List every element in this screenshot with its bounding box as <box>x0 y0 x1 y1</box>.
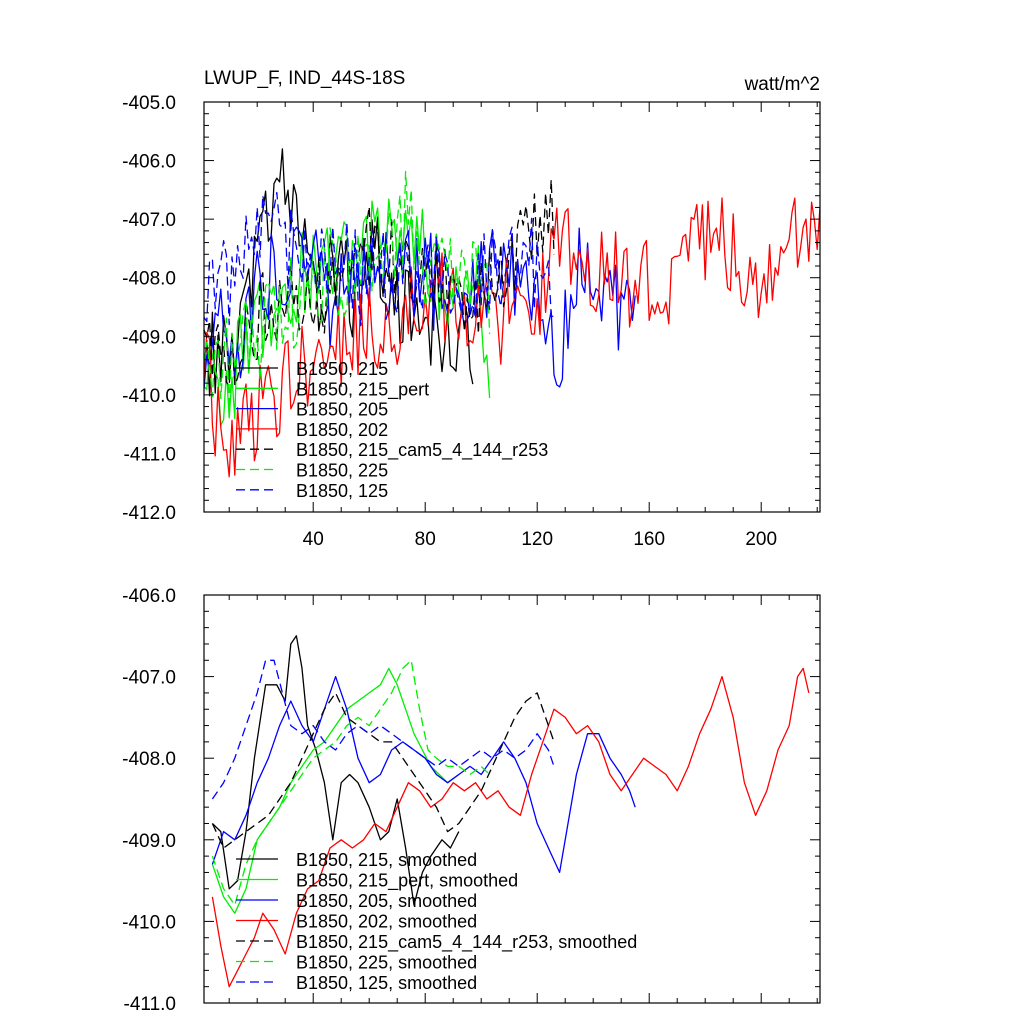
y-tick-label: -411.0 <box>124 994 176 1015</box>
series-line-top-7 <box>204 191 555 327</box>
y-tick-label: -406.0 <box>122 586 176 607</box>
series-line-bottom-1 <box>211 635 460 906</box>
plot-frame <box>203 101 821 513</box>
legend-label: B1850, 225, smoothed <box>296 953 477 973</box>
bottom-panel: -406.0 -407.0 -408.0 -409.0 -410.0 -411.0 B18… <box>122 586 821 1015</box>
x-tick-label: 120 <box>521 529 553 550</box>
series-line-bottom-3 <box>211 675 636 874</box>
y-tick-label: -411.0 <box>124 444 176 465</box>
legend-label: B1850, 202 <box>296 420 388 440</box>
y-tick-label: -409.0 <box>122 831 176 852</box>
series-line-top-6 <box>204 170 491 411</box>
legend-label: B1850, 215_pert, smoothed <box>296 871 518 892</box>
legend-label: B1850, 205 <box>296 400 388 420</box>
plot-frame <box>203 594 821 1004</box>
series-line-bottom-7 <box>211 659 555 800</box>
x-tick-label: 160 <box>633 529 665 550</box>
bottom-panel-series <box>211 635 810 988</box>
bottom-panel-axes: -406.0 -407.0 -408.0 -409.0 -410.0 -411.0 <box>122 586 821 1015</box>
legend-label: B1850, 215_cam5_4_144_r253, smoothed <box>296 932 637 953</box>
series-line-top-3 <box>204 226 636 389</box>
x-tick-label: 200 <box>745 529 777 550</box>
legend-label: B1850, 125 <box>296 481 388 501</box>
top-chart-title: LWUP_F, IND_44S-18S <box>204 68 405 89</box>
top-panel-axes: 40 80 120 160 200 -405.0 -406.0 -407.0 -408.0 -40… <box>122 93 821 550</box>
legend-label: B1850, 215_cam5_4_144_r253 <box>296 440 548 461</box>
legend-label: B1850, 225 <box>296 461 388 481</box>
y-tick-label: -410.0 <box>122 912 176 933</box>
top-panel: 40 80 120 160 200 -405.0 -406.0 -407.0 -408.0 -40… <box>122 93 821 550</box>
legend-label: B1850, 125, smoothed <box>296 973 477 993</box>
series-line-bottom-6 <box>211 659 491 906</box>
x-tick-label: 80 <box>415 529 436 550</box>
y-tick-label: -407.0 <box>122 668 176 689</box>
series-line-top-5 <box>204 178 555 387</box>
series-line-bottom-5 <box>211 692 555 849</box>
y-tick-label: -408.0 <box>122 269 176 290</box>
y-tick-label: -405.0 <box>122 93 176 114</box>
y-tick-label: -407.0 <box>122 210 176 231</box>
legend-label: B1850, 205, smoothed <box>296 891 477 911</box>
y-tick-label: -408.0 <box>122 749 176 770</box>
legend-label: B1850, 202, smoothed <box>296 912 477 932</box>
legend-label: B1850, 215, smoothed <box>296 850 477 870</box>
top-chart-units: watt/m^2 <box>744 74 820 95</box>
y-tick-label: -410.0 <box>122 386 176 407</box>
series-line-bottom-4 <box>211 667 810 988</box>
y-tick-label: -409.0 <box>122 327 176 348</box>
x-tick-label: 40 <box>303 529 324 550</box>
legend-label: B1850, 215_pert <box>296 379 429 400</box>
y-tick-label: -412.0 <box>122 503 176 524</box>
legend-label: B1850, 215 <box>296 359 388 379</box>
y-tick-label: -406.0 <box>122 152 176 173</box>
series-line-top-4 <box>204 197 820 478</box>
top-panel-series <box>204 148 820 478</box>
